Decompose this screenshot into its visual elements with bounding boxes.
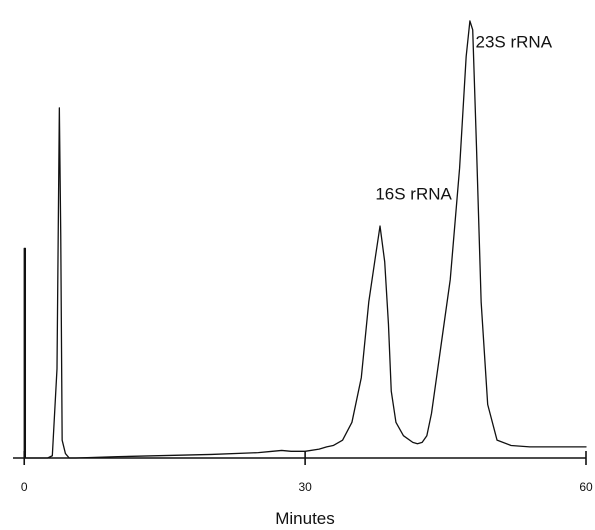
x-tick-label: 60 — [579, 480, 593, 494]
peak-label: 23S rRNA — [476, 33, 553, 52]
x-tick-label: 30 — [298, 480, 312, 494]
x-tick-label: 0 — [21, 480, 28, 494]
chromatogram-trace — [23, 20, 587, 459]
x-axis: 0 30 60 — [13, 451, 593, 494]
peak-label: 16S rRNA — [375, 184, 452, 203]
peak-annotations: 16S rRNA 23S rRNA — [375, 33, 552, 204]
trace-layer — [23, 20, 587, 459]
x-axis-label: Minutes — [275, 509, 335, 528]
